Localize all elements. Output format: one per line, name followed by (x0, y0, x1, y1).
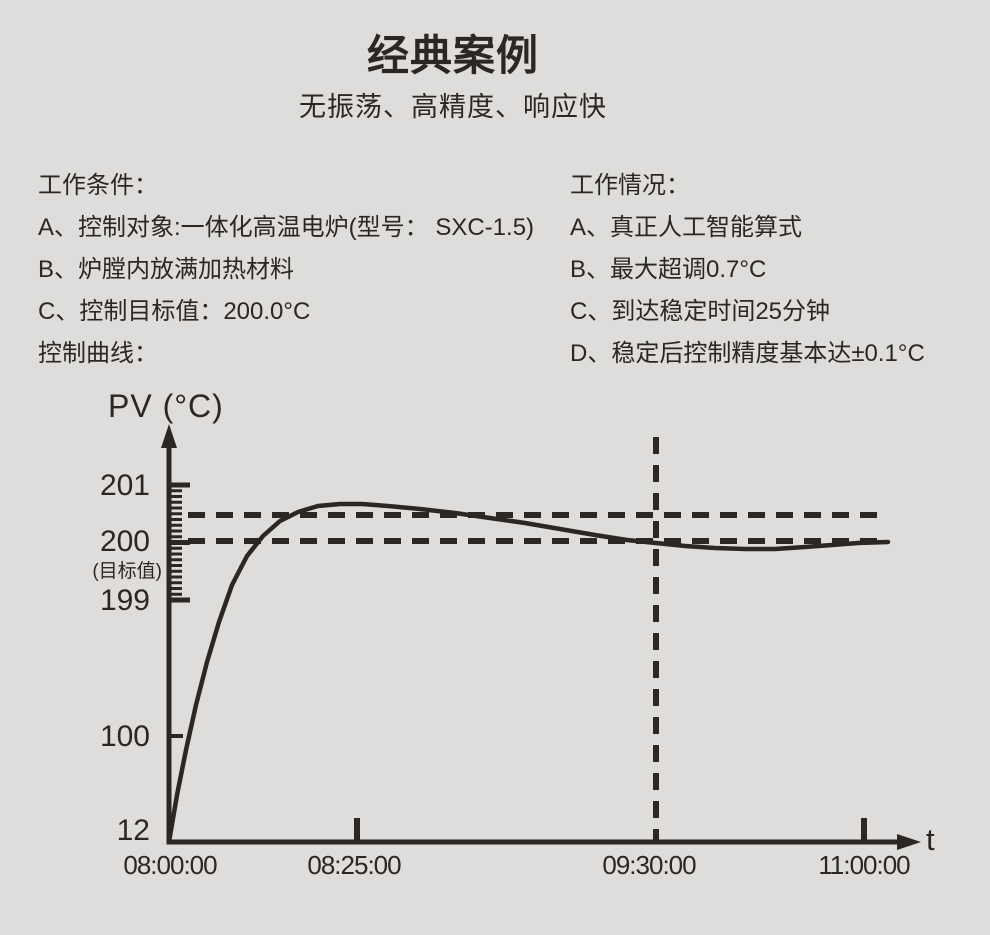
page-subtitle: 无振荡、高精度、响应快 (299, 92, 607, 122)
x-axis-title: t (926, 822, 935, 857)
performance-item-c: C、到达稳定时间25分钟 (570, 298, 831, 325)
target-value-note: (目标值) (92, 561, 162, 582)
y-tick-label-200: 200 (99, 525, 150, 558)
working-conditions-list: 工作条件： A、控制对象:一体化高温电炉(型号： SXC-1.5) B、炉膛内放… (38, 165, 534, 375)
pv-curve (166, 501, 891, 845)
working-performance-list: 工作情况： A、真正人工智能算式 B、最大超调0.7°C C、到达稳定时间25分… (570, 165, 925, 375)
x-tick-label-0825: 08:25:00 (307, 850, 401, 880)
x-axis-arrow (897, 834, 921, 850)
x-tick-label-0800: 08:00:00 (123, 850, 217, 880)
working-performance-heading: 工作情况： (570, 172, 690, 199)
x-tick-label-1100: 11:00:00 (818, 850, 910, 880)
y-tick-label-201: 201 (99, 469, 150, 502)
performance-item-b: B、最大超调0.7°C (570, 256, 767, 283)
y-tick-label-12: 12 (116, 814, 150, 847)
y-axis-title: PV (°C) (108, 388, 224, 424)
performance-item-d: D、稳定后控制精度基本达±0.1°C (570, 340, 925, 367)
y-tick-label-199: 199 (99, 584, 150, 617)
y-tick-label-100: 100 (99, 720, 150, 753)
x-tick-label-0930: 09:30:00 (602, 850, 696, 880)
working-conditions-heading: 工作条件： (38, 172, 158, 199)
performance-item-a: A、真正人工智能算式 (570, 214, 803, 241)
y-axis-arrow (161, 424, 177, 448)
page-title: 经典案例 (366, 32, 539, 79)
condition-item-a: A、控制对象:一体化高温电炉(型号： SXC-1.5) (38, 214, 535, 241)
condition-item-b: B、炉膛内放满加热材料 (38, 256, 295, 283)
condition-item-c: C、控制目标值：200.0°C (38, 298, 311, 325)
control-curve-caption: 控制曲线： (38, 340, 158, 367)
